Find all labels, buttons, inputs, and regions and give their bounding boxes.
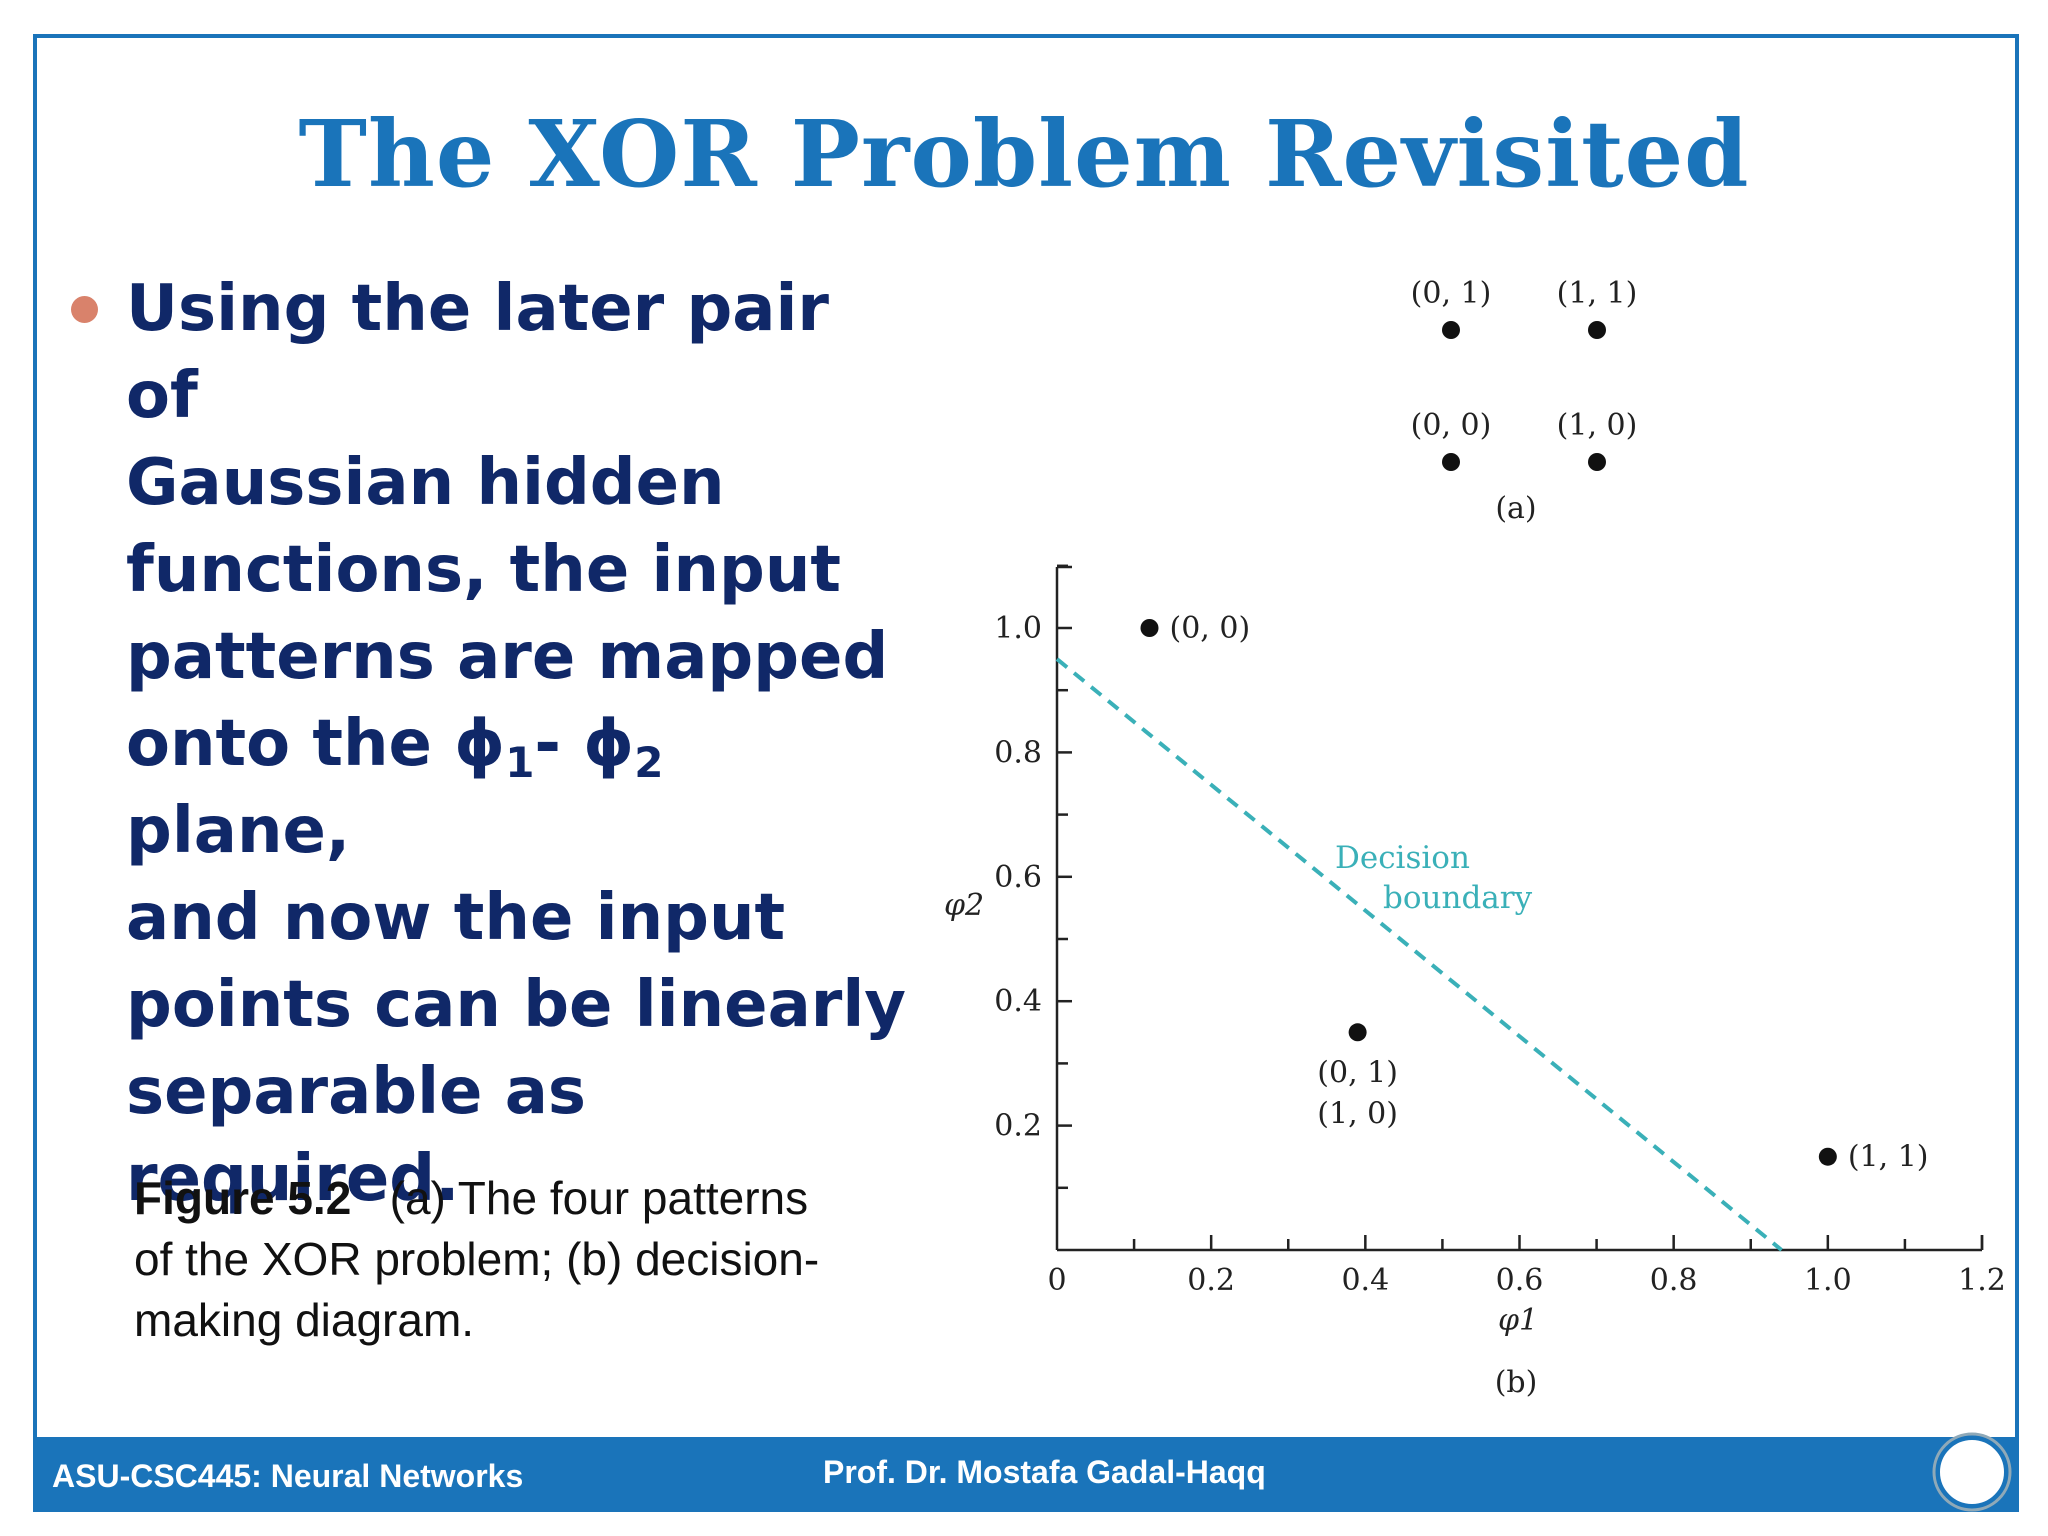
mapped-point bbox=[1348, 1023, 1367, 1042]
slide-title: The XOR Problem Revisited bbox=[298, 100, 1750, 208]
x-tick-label: 0.6 bbox=[1496, 1263, 1544, 1298]
footer-circle-icon bbox=[1932, 1432, 2012, 1512]
xor-point bbox=[1588, 321, 1606, 339]
slide-frame bbox=[33, 34, 2019, 1512]
decision-boundary-line bbox=[1055, 657, 1783, 1252]
figure-a-points: (0, 1) (1, 1) (0, 0) (1, 0) bbox=[1411, 276, 1638, 471]
x-ticks: 0 0.2 0.4 0.6 0.8 1.0 1.2 bbox=[1047, 1235, 2006, 1298]
xor-point bbox=[1442, 453, 1460, 471]
y-tick-label: 0.2 bbox=[994, 1109, 1042, 1144]
y-ticks: 0.2 0.4 0.6 0.8 1.0 bbox=[994, 564, 1072, 1190]
bullet-line: patterns are mapped bbox=[126, 620, 889, 694]
boundary-label-2: boundary bbox=[1383, 880, 1533, 916]
xor-point-label: (0, 0) bbox=[1411, 408, 1492, 443]
footer-bar bbox=[33, 1437, 2019, 1512]
xor-point bbox=[1588, 453, 1606, 471]
bullet-line: and now the input bbox=[126, 881, 786, 955]
xor-point-label: (0, 1) bbox=[1411, 276, 1492, 311]
figure-caption: Figure 5.2 (a) The four patterns of the X… bbox=[134, 1172, 820, 1346]
mapped-point-label: (0, 1) bbox=[1317, 1055, 1398, 1090]
figure-a-caption: (a) bbox=[1495, 491, 1536, 526]
x-tick-label: 0.8 bbox=[1650, 1263, 1698, 1298]
bullet-text: Using the later pair of Gaussian hidden fu… bbox=[126, 266, 906, 1223]
mapped-point-label: (1, 0) bbox=[1317, 1096, 1398, 1131]
footer-author: Prof. Dr. Mostafa Gadal-Haqq bbox=[823, 1454, 1266, 1490]
y-tick-label: 0.4 bbox=[994, 984, 1042, 1019]
x-tick-label: 0.4 bbox=[1341, 1263, 1389, 1298]
figure-b-points: (0, 0) (0, 1) (1, 0) (1, 1) bbox=[1140, 611, 1929, 1175]
boundary-label-1: Decision bbox=[1335, 840, 1470, 876]
xor-point-label: (1, 1) bbox=[1557, 276, 1638, 311]
x-tick-label: 0.2 bbox=[1187, 1263, 1235, 1298]
xor-point bbox=[1442, 321, 1460, 339]
y-tick-label: 0.8 bbox=[994, 735, 1042, 770]
xor-point-label: (1, 0) bbox=[1557, 408, 1638, 443]
footer-course: ASU-CSC445: Neural Networks bbox=[52, 1458, 524, 1494]
figure-a: (0, 1) (1, 1) (0, 0) (1, 0) (a) bbox=[1411, 276, 1638, 526]
y-tick-label: 1.0 bbox=[994, 611, 1042, 646]
mapped-point bbox=[1140, 619, 1159, 637]
bullet-line: separable as required. bbox=[126, 1055, 586, 1216]
bullet-line: Using the later pair of bbox=[126, 272, 829, 433]
bullet-dot bbox=[71, 296, 98, 323]
y-axis-label: φ2 bbox=[944, 888, 984, 923]
bullet-line: functions, the input bbox=[126, 533, 841, 607]
figure-b: 0 0.2 0.4 0.6 0.8 1.0 1.2 0.2 0.4 0.6 0.8 1.0 φ1 φ… bbox=[944, 564, 2006, 1400]
x-tick-label: 0 bbox=[1047, 1263, 1066, 1298]
y-tick-label: 0.6 bbox=[994, 860, 1042, 895]
mapped-point bbox=[1818, 1147, 1837, 1166]
x-tick-label: 1.2 bbox=[1958, 1263, 2006, 1298]
mapped-point-label: (1, 1) bbox=[1848, 1140, 1929, 1175]
figure-b-caption: (b) bbox=[1495, 1365, 1538, 1400]
bullet-line-phi: onto the ϕ1- ϕ2 plane, bbox=[126, 707, 664, 868]
xor-figure: (0, 1) (1, 1)(0, 0) (1, 0) (a) 0 0.2 0.4 0.6 0… bbox=[944, 276, 2006, 1400]
x-axis-label: φ1 bbox=[1498, 1303, 1538, 1338]
bullet-line: points can be linearly bbox=[126, 968, 906, 1042]
bullet-line: Gaussian hidden bbox=[126, 446, 725, 520]
mapped-point-label: (0, 0) bbox=[1170, 611, 1251, 646]
figure-label: Figure 5.2 bbox=[134, 1172, 352, 1224]
x-tick-label: 1.0 bbox=[1804, 1263, 1852, 1298]
